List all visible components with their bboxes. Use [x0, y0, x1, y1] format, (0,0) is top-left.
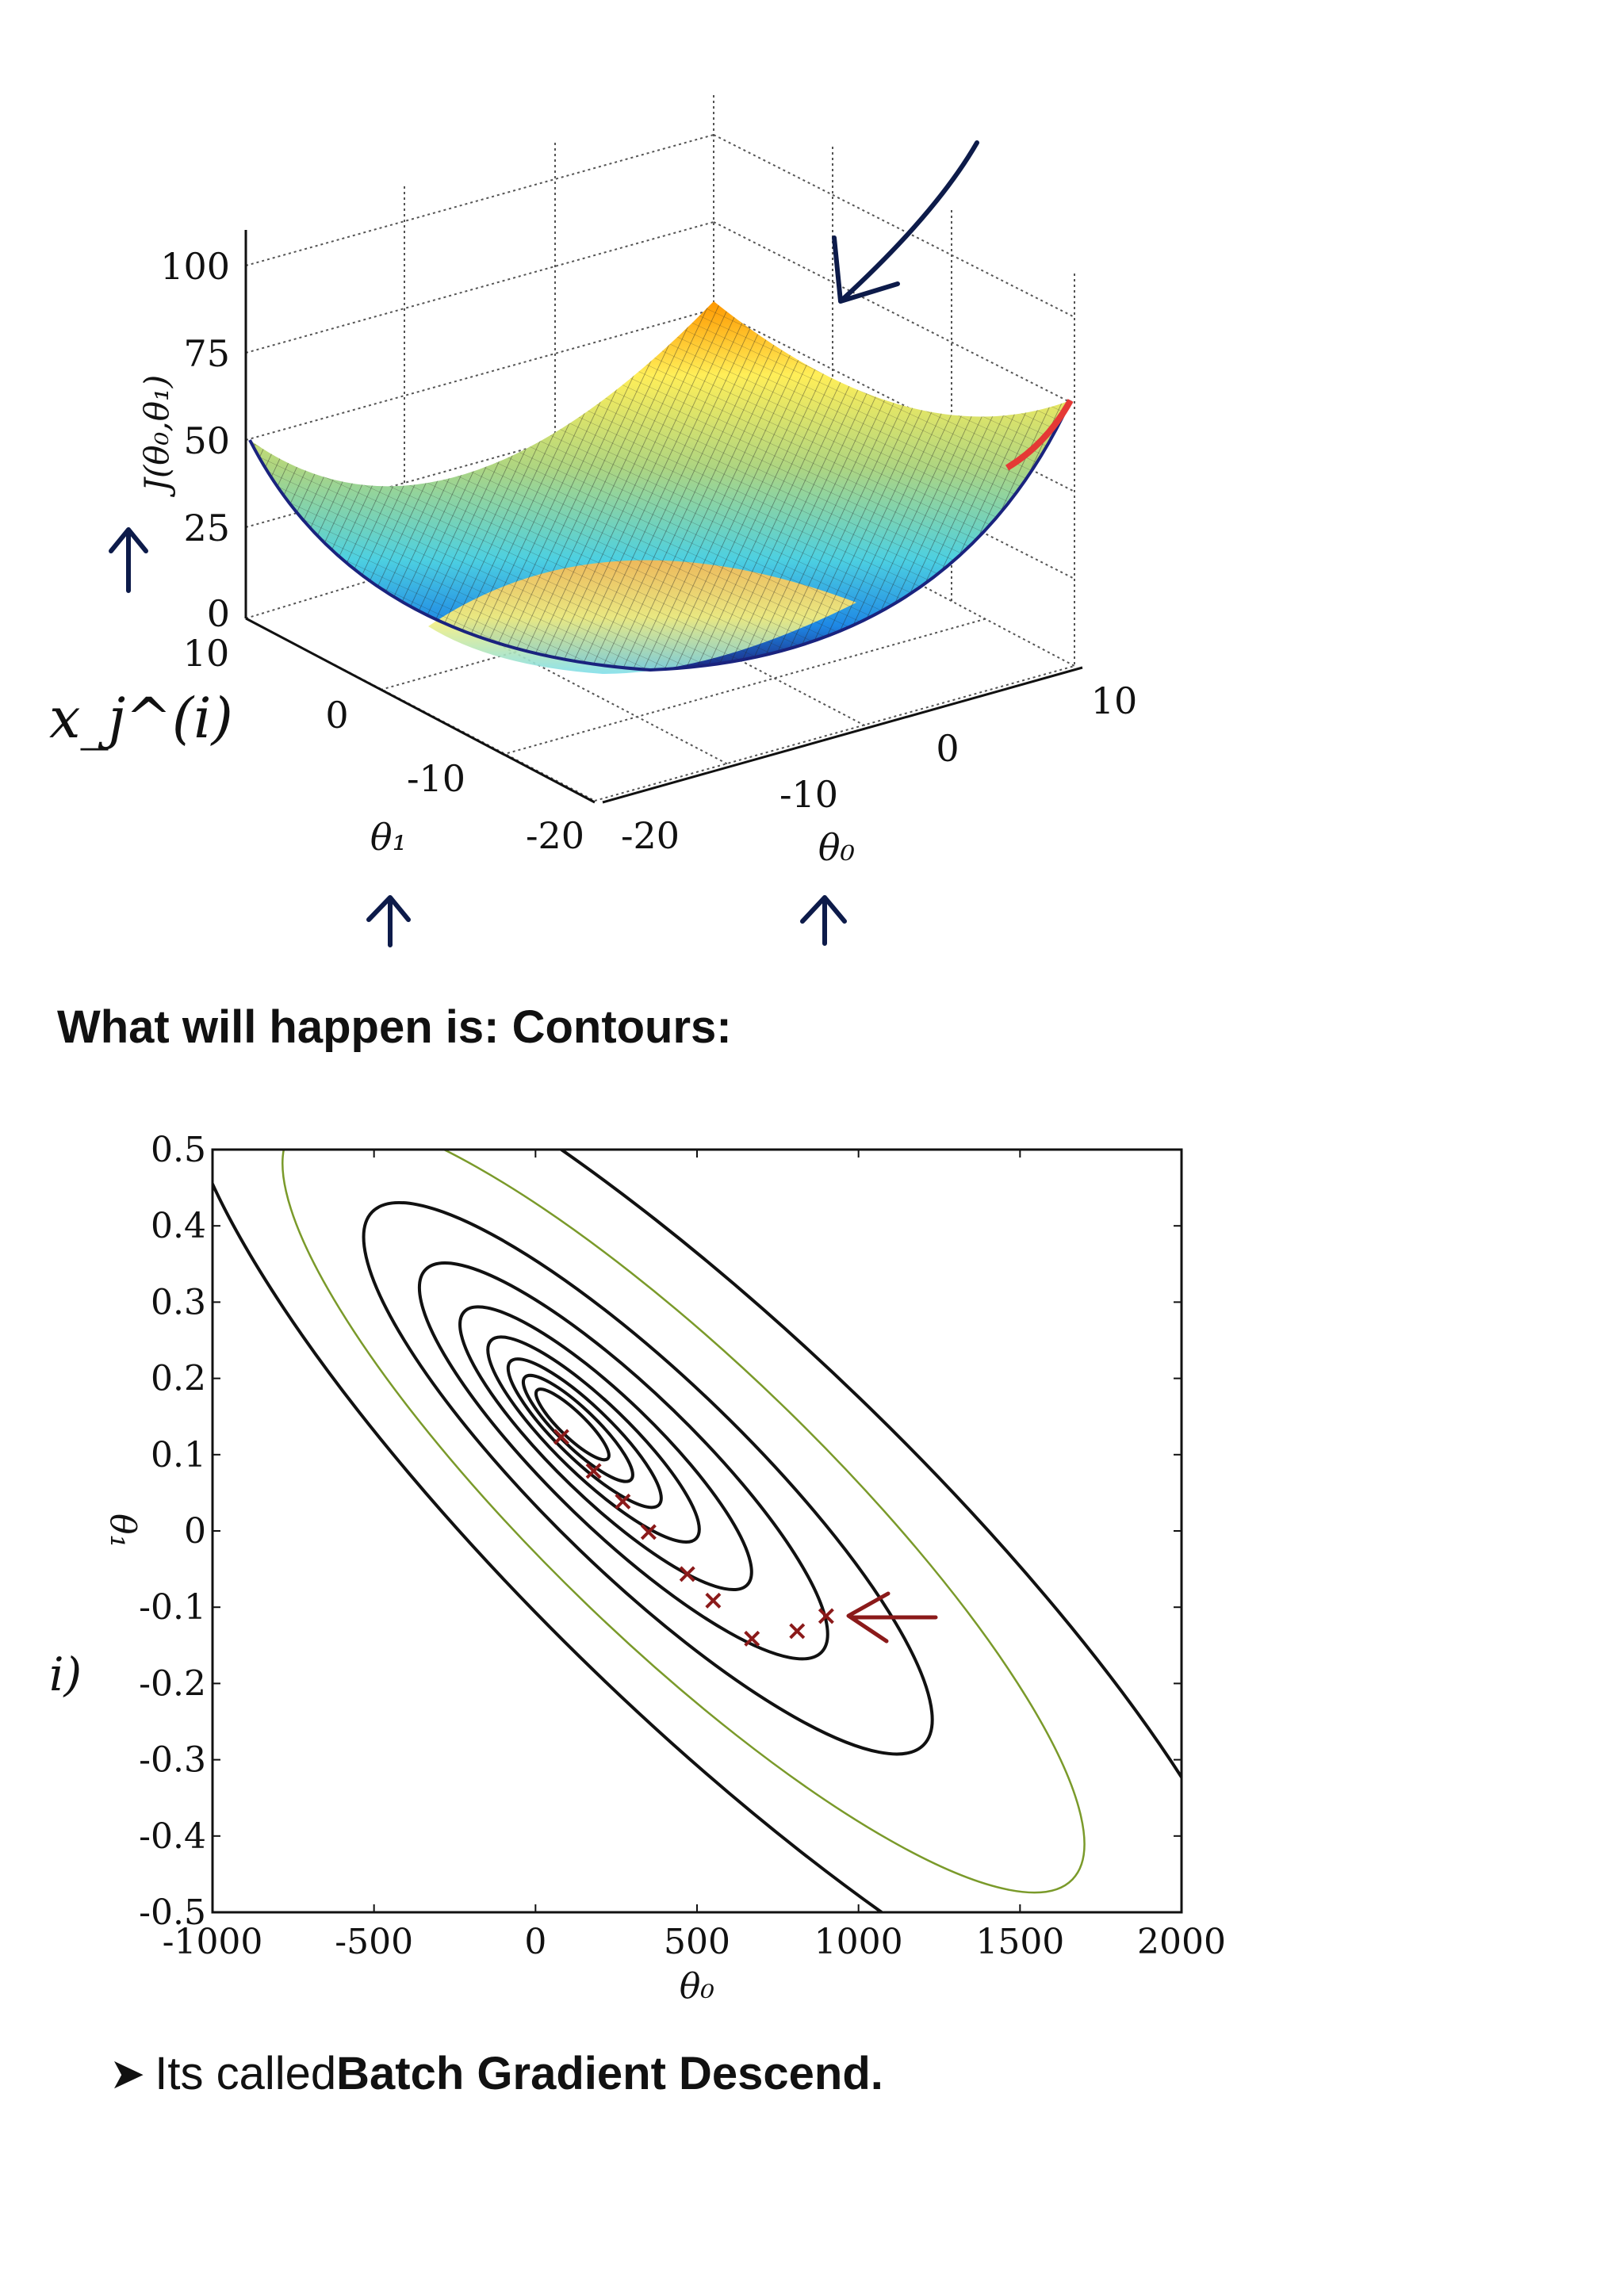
- theta1-axis-label: θ₁: [370, 816, 407, 859]
- z-tick-50: 50: [183, 419, 230, 462]
- surface-plot: 100 75 50 25 0 J(θ₀,θ₁) 10 0 -10 -20 θ₁ …: [49, 95, 1138, 947]
- theta1-tick-0: 0: [325, 694, 348, 737]
- contour-level: [534, 1387, 611, 1462]
- bullet-arrow-icon: ➤: [109, 2049, 146, 2099]
- contour-chart: 0.5 0.4 0.3 0.2 0.1 0 -0.1 -0.2 -0.3 -0.4 -0.5 -10…: [49, 1130, 1226, 2007]
- z-tick-25: 25: [183, 507, 230, 549]
- descent-step-marker: ×: [815, 1600, 838, 1632]
- contour-level: [213, 1150, 1182, 1912]
- handwritten-arrow-zlabel: [109, 527, 148, 593]
- handwritten-arrow-contour: [846, 1591, 938, 1644]
- theta0-tick-minus20: -20: [621, 814, 680, 857]
- y-tick-label: 0.1: [151, 1435, 206, 1475]
- bullet-text: Its called: [155, 2048, 337, 2099]
- contour-level: [362, 1200, 934, 1756]
- theta0-axis-label: θ₀: [818, 826, 855, 869]
- descent-step-marker: ×: [676, 1558, 699, 1590]
- theta0-tick-0: 0: [936, 727, 959, 770]
- y-tick-label: -0.4: [139, 1816, 206, 1857]
- plot-frame: [211, 1148, 1183, 1914]
- y-tick-label: 0.4: [151, 1206, 206, 1246]
- handwritten-arrow-theta1: [366, 895, 411, 947]
- x-tick-label: 2000: [1137, 1922, 1226, 1962]
- y-tick-label: -0.5: [139, 1892, 206, 1933]
- y-axis-label: θ₁: [102, 1513, 143, 1548]
- handwritten-arrow-surface: [832, 140, 979, 304]
- x-tick-label: 1500: [975, 1922, 1064, 1962]
- y-tick-label: -0.2: [139, 1663, 206, 1704]
- descent-step-marker: ×: [550, 1421, 573, 1452]
- descent-step-marker: ×: [638, 1516, 661, 1548]
- x-axis-label: θ₀: [680, 1966, 714, 2007]
- y-tick-label: 0.3: [151, 1282, 206, 1322]
- z-tick-75: 75: [183, 332, 230, 375]
- bullet-item: ➤ Its called Batch Gradient Descend.: [109, 2047, 883, 2100]
- descent-step-marker: ×: [786, 1615, 809, 1647]
- contour-level: [506, 1357, 663, 1510]
- y-tick-label: 0.5: [151, 1130, 206, 1170]
- theta1-tick-10: 10: [183, 632, 230, 675]
- theta1-tick-minus20: -20: [526, 814, 584, 857]
- theta0-tick-10: 10: [1091, 679, 1138, 722]
- theta0-tick-minus10: -10: [779, 773, 838, 816]
- descent-step-marker: ×: [702, 1585, 725, 1617]
- theta1-tick-minus10: -10: [407, 757, 465, 800]
- contour-level: [282, 1150, 1086, 1894]
- contour-level: [486, 1335, 701, 1544]
- contour-level: [417, 1261, 829, 1661]
- descent-step-marker: ×: [611, 1486, 634, 1517]
- cost-surface: [248, 301, 1074, 674]
- handwritten-arrow-theta0: [800, 895, 847, 946]
- bullet-bold-text: Batch Gradient Descend.: [336, 2048, 883, 2099]
- z-tick-100: 100: [160, 245, 230, 288]
- contour-lines: [213, 1150, 1182, 1912]
- z-axis-label: J(θ₀,θ₁): [137, 375, 176, 498]
- y-tick-label: -0.1: [139, 1587, 206, 1628]
- contour-level: [521, 1373, 634, 1483]
- descent-step-marker: ×: [741, 1623, 764, 1655]
- x-tick-label: 500: [664, 1922, 730, 1962]
- contour-level: [458, 1305, 753, 1592]
- y-tick-label: 0.2: [151, 1359, 206, 1399]
- x-tick-label: 1000: [814, 1922, 903, 1962]
- section-title: What will happen is: Contours:: [57, 1001, 732, 1053]
- side-annotation-surface: x_j^(i): [49, 686, 233, 751]
- x-tick-label: 0: [524, 1922, 546, 1962]
- x-tick-label: -500: [335, 1922, 413, 1962]
- side-annotation-contour: i): [49, 1647, 82, 1701]
- y-tick-label: -0.3: [139, 1740, 206, 1781]
- x-tick-label: -1000: [163, 1922, 263, 1962]
- descent-step-marker: ×: [582, 1455, 605, 1487]
- y-tick-label: 0: [184, 1511, 206, 1552]
- z-tick-0: 0: [207, 592, 230, 635]
